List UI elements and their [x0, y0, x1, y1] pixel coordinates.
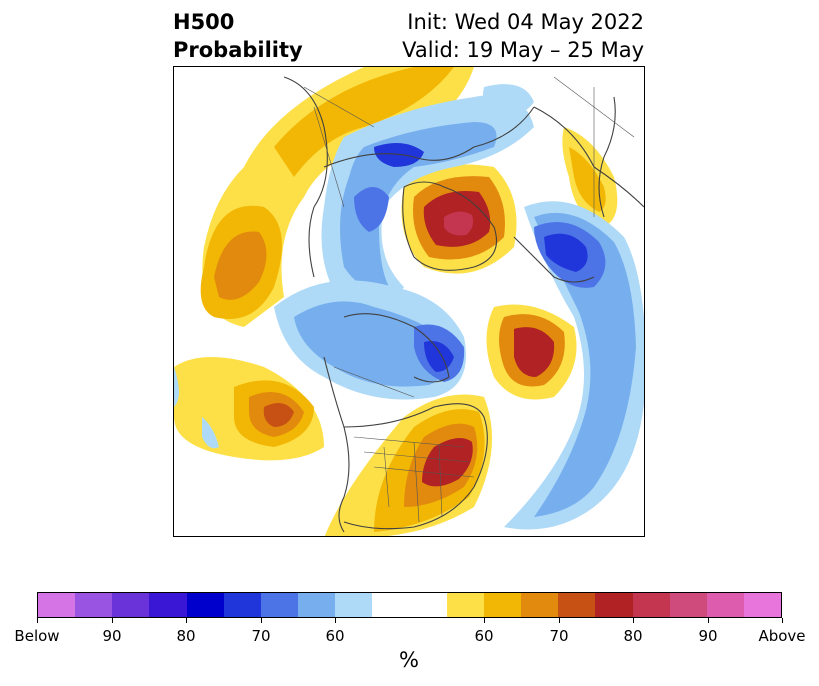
title-probability: Probability [173, 38, 303, 62]
colorbar-tick [335, 618, 336, 623]
colorbar-tick [782, 618, 783, 623]
colorbar-tick-label: 70 [251, 627, 271, 645]
colorbar-unit: % [399, 648, 419, 672]
colorbar-tick-label: 90 [698, 627, 718, 645]
colorbar-tick [559, 618, 560, 623]
colorbar-segment [223, 593, 261, 617]
colorbar-tick [261, 618, 262, 623]
colorbar-segment [669, 593, 707, 617]
colorbar-tick-label: 80 [623, 627, 643, 645]
colorbar-tick [112, 618, 113, 623]
colorbar-tick-label: 60 [325, 627, 345, 645]
chart-title-left: H500 Probability [173, 8, 303, 64]
political-borders [303, 76, 635, 523]
chart-title-right: Init: Wed 04 May 2022 Valid: 19 May – 25… [402, 8, 644, 64]
title-valid-range: Valid: 19 May – 25 May [402, 38, 644, 62]
colorbar-segment [446, 593, 484, 617]
colorbar-tick-label: 80 [176, 627, 196, 645]
colorbar-segment [372, 593, 410, 617]
colorbar-tick [484, 618, 485, 623]
colorbar-segment [743, 593, 782, 617]
colorbar-tick [708, 618, 709, 623]
colorbar-tick [37, 618, 38, 623]
colorbar-segment [483, 593, 522, 617]
colorbar-segment [335, 593, 373, 617]
colorbar-segment [558, 593, 596, 617]
above-normal-field [174, 67, 618, 536]
colorbar-tick-label: 90 [102, 627, 122, 645]
title-init-date: Init: Wed 04 May 2022 [407, 10, 644, 34]
colorbar-tick [633, 618, 634, 623]
coastlines [283, 76, 644, 533]
colorbar-segment [75, 593, 113, 617]
colorbar-segment [186, 593, 224, 617]
colorbar-segment [409, 593, 447, 617]
colorbar-segment [521, 593, 559, 617]
colorbar-tick [186, 618, 187, 623]
colorbar-segment [595, 593, 633, 617]
colorbar-segment [149, 593, 187, 617]
colorbar-segment [298, 593, 336, 617]
probability-map [174, 67, 644, 536]
colorbar-tick-label: Above [758, 627, 806, 645]
colorbar-segment [260, 593, 299, 617]
colorbar-segment [112, 593, 150, 617]
title-variable: H500 [173, 10, 235, 34]
colorbar-segment [706, 593, 744, 617]
colorbar-tick-label: Below [14, 627, 60, 645]
colorbar-tick-label: 60 [474, 627, 494, 645]
colorbar [37, 592, 782, 618]
colorbar-tick-label: 70 [549, 627, 569, 645]
below-normal-field [174, 84, 644, 530]
colorbar-segment [38, 593, 76, 617]
colorbar-segment [632, 593, 670, 617]
map-panel [173, 66, 645, 537]
